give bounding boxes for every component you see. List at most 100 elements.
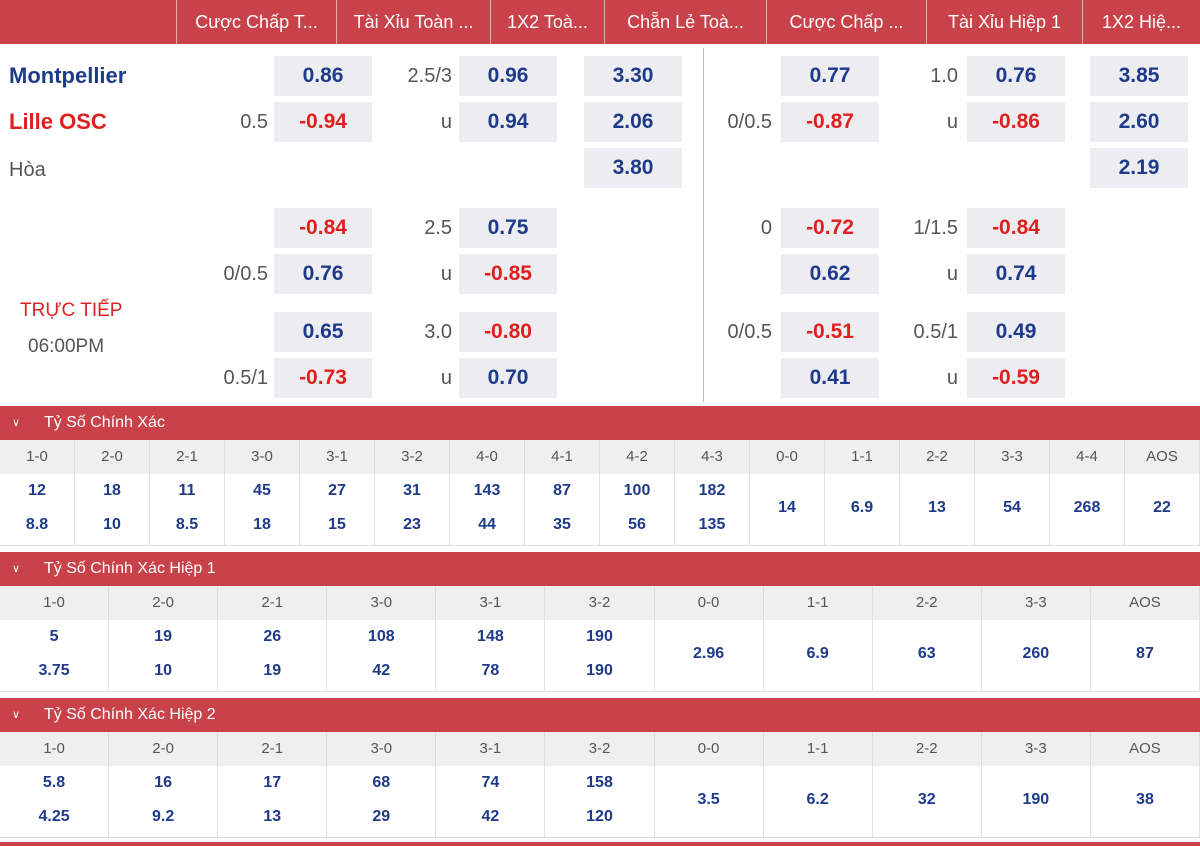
- ft-handicap-odds-button[interactable]: 0.86: [274, 56, 372, 96]
- score-odds-value[interactable]: 268: [1073, 499, 1101, 516]
- score-odds-away[interactable]: 120: [586, 808, 613, 825]
- score-odds-away[interactable]: 9.2: [151, 808, 175, 825]
- score-odds-home[interactable]: 5: [49, 628, 59, 645]
- score-odds-away[interactable]: 15: [328, 516, 346, 533]
- score-odds-away[interactable]: 190: [586, 662, 613, 679]
- score-odds-away[interactable]: 3.75: [38, 662, 70, 679]
- score-odds-away[interactable]: 44: [478, 516, 496, 533]
- ft-over-under-odds-button[interactable]: 0.96: [459, 56, 557, 96]
- h1-over-under-odds-button[interactable]: -0.84: [967, 208, 1065, 248]
- ft-handicap-odds-button[interactable]: -0.94: [274, 102, 372, 142]
- tab-h1-1x2[interactable]: 1X2 Hiệ...: [1082, 0, 1200, 44]
- tab-ft-1x2[interactable]: 1X2 Toà...: [490, 0, 604, 44]
- score-odds-home[interactable]: 158: [586, 774, 613, 791]
- ft-over-under-odds-button[interactable]: 0.75: [459, 208, 557, 248]
- ft-1x2-odds-button[interactable]: 3.80: [584, 148, 682, 188]
- section-header-bar[interactable]: ∨ Tỷ Số Chính Xác Hiệp 2: [0, 698, 1200, 732]
- tab-ft-handicap[interactable]: Cược Chấp T...: [176, 0, 336, 44]
- score-odds-away[interactable]: 19: [263, 662, 282, 679]
- score-odds-home[interactable]: 108: [367, 628, 395, 645]
- tab-ft-odd-even[interactable]: Chẵn Lẻ Toà...: [604, 0, 766, 44]
- score-odds-home[interactable]: 11: [178, 482, 196, 499]
- score-odds-away[interactable]: 8.5: [175, 516, 199, 533]
- section-header-bar[interactable]: ∨ Tỷ Số Chính Xác Hiệp 1: [0, 552, 1200, 586]
- score-odds-home[interactable]: 26: [263, 628, 282, 645]
- score-odds-home[interactable]: 68: [372, 774, 391, 791]
- score-odds-away[interactable]: 8.8: [25, 516, 49, 533]
- h1-handicap-odds-button[interactable]: -0.87: [781, 102, 879, 142]
- ft-1x2-odds-button[interactable]: 3.30: [584, 56, 682, 96]
- score-odds-value[interactable]: 13: [928, 499, 946, 516]
- h1-handicap-odds-button[interactable]: 0.62: [781, 254, 879, 294]
- score-odds-value[interactable]: 14: [778, 499, 796, 516]
- score-odds-value[interactable]: 3.5: [697, 791, 720, 808]
- ft-over-under-odds-button[interactable]: 0.70: [459, 358, 557, 398]
- score-odds-value[interactable]: 32: [917, 791, 936, 808]
- chevron-down-icon[interactable]: ∨: [11, 417, 21, 429]
- tab-h1-handicap[interactable]: Cược Chấp ...: [766, 0, 926, 44]
- score-odds-home[interactable]: 45: [253, 482, 271, 499]
- score-odds-value[interactable]: 63: [917, 645, 936, 662]
- h1-over-under-odds-button[interactable]: 0.76: [967, 56, 1065, 96]
- score-odds-home[interactable]: 16: [154, 774, 173, 791]
- score-odds-away[interactable]: 29: [372, 808, 391, 825]
- ft-handicap-odds-button[interactable]: 0.65: [274, 312, 372, 352]
- score-odds-value[interactable]: 6.9: [806, 645, 829, 662]
- score-odds-away[interactable]: 78: [481, 662, 500, 679]
- ft-handicap-odds-button[interactable]: -0.73: [274, 358, 372, 398]
- h1-handicap-odds-button[interactable]: -0.51: [781, 312, 879, 352]
- ft-handicap-odds-button[interactable]: 0.76: [274, 254, 372, 294]
- score-odds-home[interactable]: 190: [586, 628, 613, 645]
- ft-handicap-odds-button[interactable]: -0.84: [274, 208, 372, 248]
- score-odds-away[interactable]: 23: [403, 516, 421, 533]
- score-odds-away[interactable]: 42: [372, 662, 391, 679]
- h1-handicap-odds-button[interactable]: 0.77: [781, 56, 879, 96]
- score-odds-value[interactable]: 54: [1003, 499, 1021, 516]
- h1-1x2-odds-button[interactable]: 3.85: [1090, 56, 1188, 96]
- score-odds-home[interactable]: 27: [328, 482, 346, 499]
- score-odds-value[interactable]: 22: [1153, 499, 1171, 516]
- score-odds-home[interactable]: 148: [477, 628, 504, 645]
- h1-1x2-odds-button[interactable]: 2.19: [1090, 148, 1188, 188]
- score-odds-value[interactable]: 6.9: [850, 499, 874, 516]
- score-odds-away[interactable]: 18: [253, 516, 271, 533]
- score-odds-home[interactable]: 19: [154, 628, 173, 645]
- tab-ft-over-under[interactable]: Tài Xỉu Toàn ...: [336, 0, 490, 44]
- score-odds-value[interactable]: 6.2: [806, 791, 829, 808]
- h1-1x2-odds-button[interactable]: 2.60: [1090, 102, 1188, 142]
- ft-over-under-odds-button[interactable]: 0.94: [459, 102, 557, 142]
- score-odds-home[interactable]: 87: [553, 482, 571, 499]
- score-odds-home[interactable]: 31: [403, 482, 421, 499]
- score-odds-away[interactable]: 56: [628, 516, 646, 533]
- h1-handicap-odds-button[interactable]: -0.72: [781, 208, 879, 248]
- score-odds-away[interactable]: 4.25: [38, 808, 70, 825]
- tab-h1-over-under[interactable]: Tài Xỉu Hiệp 1: [926, 0, 1082, 44]
- h1-over-under-odds-button[interactable]: 0.49: [967, 312, 1065, 352]
- score-odds-away[interactable]: 35: [553, 516, 571, 533]
- ft-over-under-odds-button[interactable]: -0.85: [459, 254, 557, 294]
- score-odds-away[interactable]: 13: [263, 808, 282, 825]
- chevron-down-icon[interactable]: ∨: [11, 563, 21, 575]
- score-odds-value[interactable]: 2.96: [693, 645, 725, 662]
- score-odds-home[interactable]: 100: [623, 482, 651, 499]
- score-odds-home[interactable]: 17: [263, 774, 282, 791]
- ft-over-under-odds-button[interactable]: -0.80: [459, 312, 557, 352]
- h1-handicap-odds-button[interactable]: 0.41: [781, 358, 879, 398]
- score-odds-home[interactable]: 182: [698, 482, 726, 499]
- score-odds-away[interactable]: 135: [698, 516, 726, 533]
- score-odds-home[interactable]: 74: [481, 774, 500, 791]
- h1-over-under-odds-button[interactable]: 0.74: [967, 254, 1065, 294]
- section-header-bar[interactable]: ∨ Tỷ Số Chính Xác: [0, 406, 1200, 440]
- h1-over-under-odds-button[interactable]: -0.86: [967, 102, 1065, 142]
- score-odds-value[interactable]: 87: [1136, 645, 1154, 662]
- ft-1x2-odds-button[interactable]: 2.06: [584, 102, 682, 142]
- score-odds-home[interactable]: 5.8: [42, 774, 66, 791]
- score-odds-value[interactable]: 190: [1022, 791, 1050, 808]
- score-odds-away[interactable]: 10: [154, 662, 173, 679]
- score-odds-home[interactable]: 18: [103, 482, 121, 499]
- score-odds-home[interactable]: 12: [28, 482, 46, 499]
- score-odds-value[interactable]: 38: [1136, 791, 1154, 808]
- h1-over-under-odds-button[interactable]: -0.59: [967, 358, 1065, 398]
- score-odds-home[interactable]: 143: [473, 482, 501, 499]
- score-odds-away[interactable]: 42: [481, 808, 500, 825]
